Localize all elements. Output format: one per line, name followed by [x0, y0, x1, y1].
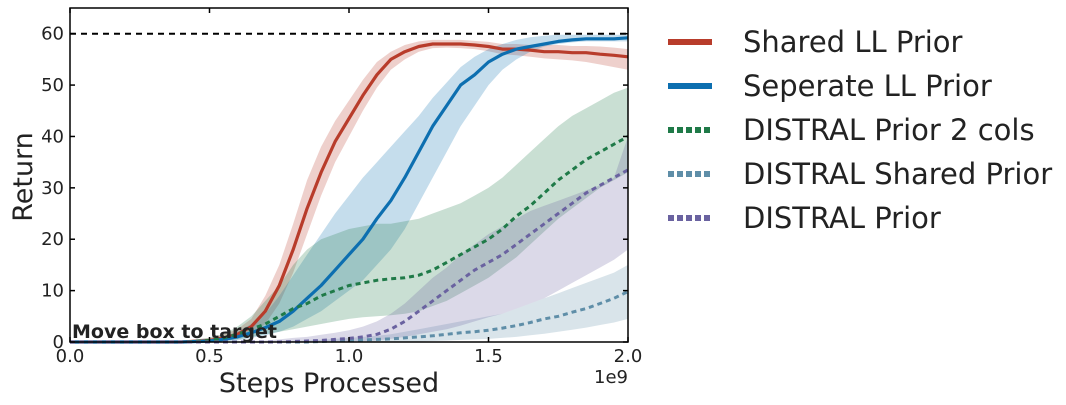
legend-entry-distral-shared-prior: DISTRAL Shared Prior [668, 157, 1052, 191]
line-seperate-ll-prior [70, 36, 629, 344]
x-tick-label: 1.0 [335, 346, 364, 367]
band-seperate-ll-prior [70, 34, 628, 342]
x-axis-offset-label: 1e9 [594, 367, 628, 388]
legend-label: DISTRAL Shared Prior [743, 157, 1052, 191]
x-tick-label: 2.0 [614, 346, 643, 367]
y-tick-label: 20 [41, 229, 64, 250]
legend-label: DISTRAL Prior 2 cols [743, 113, 1035, 147]
x-tick-label: 0.0 [56, 346, 85, 367]
confidence-bands [70, 34, 628, 343]
legend-entry-distral-prior-2-cols: DISTRAL Prior 2 cols [668, 113, 1035, 147]
x-tick-label: 1.5 [474, 346, 503, 367]
x-axis-label: Steps Processed [219, 368, 439, 399]
band-distral-prior [70, 136, 628, 342]
y-tick-label: 30 [41, 178, 64, 199]
line-distral-prior-2-cols [70, 135, 629, 344]
y-axis-label: Return [8, 132, 39, 222]
y-tick-label: 0 [53, 332, 64, 353]
legend: Shared LL Prior Seperate LL Prior DISTRAL … [668, 25, 1052, 235]
line-distral-shared-prior [70, 290, 629, 344]
legend-label: DISTRAL Prior [743, 201, 941, 235]
y-tick-label: 40 [41, 126, 64, 147]
band-distral-shared-prior [70, 264, 628, 342]
y-tick-label: 10 [41, 281, 64, 302]
series-lines [70, 36, 629, 344]
legend-entry-distral-prior: DISTRAL Prior [668, 201, 941, 235]
axis-ticks: 0.0 0.5 1.0 1.5 2.0 0 10 20 30 40 50 60 [41, 8, 642, 367]
legend-entry-shared-ll-prior: Shared LL Prior [668, 25, 963, 59]
plot-annotation: Move box to target [72, 321, 277, 343]
band-distral-prior-2-cols [70, 87, 628, 342]
legend-label: Seperate LL Prior [743, 69, 992, 103]
x-tick-label: 0.5 [195, 346, 224, 367]
y-tick-label: 50 [41, 75, 64, 96]
legend-entry-seperate-ll-prior: Seperate LL Prior [668, 69, 992, 103]
legend-label: Shared LL Prior [743, 25, 963, 59]
y-tick-label: 60 [41, 24, 64, 45]
